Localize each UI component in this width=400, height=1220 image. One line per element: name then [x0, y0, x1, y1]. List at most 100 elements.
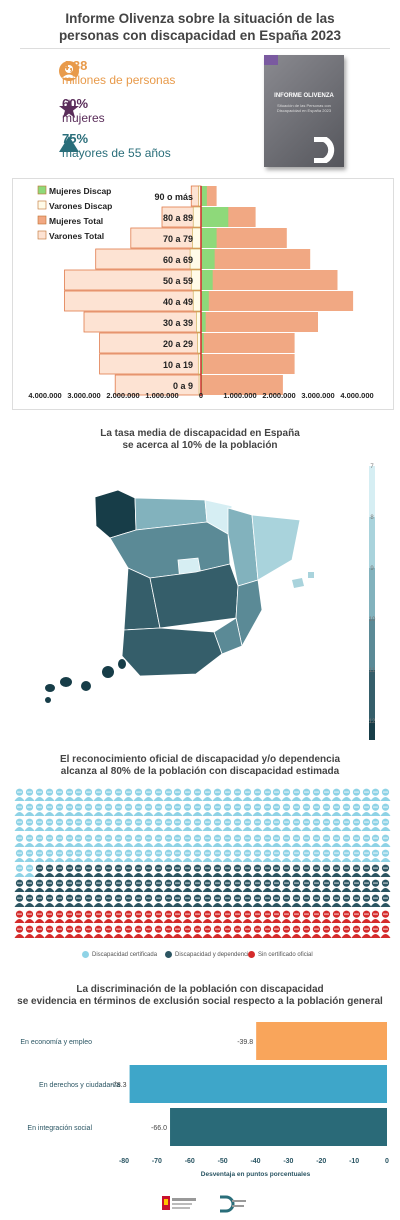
person-no-cert-icon: [271, 925, 282, 938]
person-no-cert-icon: [202, 910, 213, 923]
person-no-cert-icon: [380, 910, 391, 923]
bar-mujeres-total: [201, 228, 287, 248]
person-dependency-icon: [192, 879, 203, 893]
person-certified-icon: [321, 818, 332, 832]
person-dependency-icon: [341, 894, 352, 908]
person-no-cert-icon: [202, 925, 213, 938]
person-dependency-icon: [291, 864, 302, 877]
stat-over55-value: 75%: [62, 131, 89, 146]
person-no-cert-icon: [301, 910, 312, 923]
age-label: 60 a 69: [163, 255, 193, 265]
legend-certified-swatch: [82, 951, 89, 958]
person-certified-icon: [252, 834, 263, 847]
person-dependency-icon: [271, 879, 282, 893]
person-certified-icon: [83, 834, 94, 847]
person-certified-icon: [361, 834, 371, 847]
legend-no-cert-swatch: [248, 951, 255, 958]
person-dependency-icon: [123, 864, 134, 877]
person-certified-icon: [24, 849, 35, 862]
person-dependency-icon: [202, 864, 213, 877]
person-certified-icon: [212, 834, 223, 847]
bar-x-tick: -40: [250, 1158, 260, 1165]
person-certified-icon: [370, 834, 381, 847]
person-certified-icon: [341, 803, 352, 817]
bar-mujeres-discap: [201, 228, 217, 248]
person-certified-icon: [153, 788, 164, 801]
pyramid-x-tick: 3.000.000: [67, 391, 100, 400]
person-certified-icon: [143, 803, 154, 817]
person-certified-icon: [44, 849, 55, 862]
bar-mujeres-total: [201, 354, 295, 374]
report-cover-corner: [264, 55, 278, 65]
map-color-scale: 7 8 9 10 11 12: [369, 464, 376, 740]
person-certified-icon: [192, 834, 203, 847]
person-certified-icon: [242, 849, 253, 862]
person-no-cert-icon: [351, 925, 362, 938]
person-no-cert-icon: [361, 910, 371, 923]
person-no-cert-icon: [192, 925, 203, 938]
person-no-cert-icon: [262, 925, 272, 938]
person-dependency-icon: [34, 864, 45, 877]
person-no-cert-icon: [242, 925, 253, 938]
person-certified-icon: [103, 803, 114, 817]
person-dependency-icon: [93, 894, 104, 908]
age-label: 20 a 29: [163, 339, 193, 349]
bar-x-tick: -30: [283, 1158, 293, 1165]
person-certified-icon: [222, 834, 233, 847]
person-dependency-icon: [212, 894, 223, 908]
person-dependency-icon: [321, 864, 332, 877]
age-label: 90 o más: [154, 192, 193, 202]
person-dependency-icon: [83, 894, 94, 908]
star-icon: [59, 99, 79, 118]
person-dependency-icon: [242, 864, 253, 877]
person-certified-icon: [153, 834, 164, 847]
person-no-cert-icon: [64, 925, 74, 938]
person-certified-icon: [262, 788, 272, 801]
person-certified-icon: [252, 818, 263, 832]
exclusion-bar: [256, 1022, 387, 1060]
pyramid-legend-swatch: [37, 200, 47, 210]
person-no-cert-icon: [143, 910, 154, 923]
person-certified-icon: [380, 834, 391, 847]
person-dependency-icon: [192, 864, 203, 877]
person-no-cert-icon: [281, 925, 292, 938]
waffle-chart: [14, 788, 391, 940]
person-certified-icon: [321, 834, 332, 847]
person-dependency-icon: [321, 879, 332, 893]
person-certified-icon: [73, 834, 84, 847]
person-certified-icon: [182, 834, 193, 847]
person-dependency-icon: [143, 894, 154, 908]
map-scale-tick: 11: [369, 668, 376, 674]
person-no-cert-icon: [172, 925, 183, 938]
person-no-cert-icon: [153, 910, 164, 923]
person-certified-icon: [311, 788, 322, 801]
person-dependency-icon: [271, 894, 282, 908]
person-certified-icon: [123, 788, 134, 801]
person-certified-icon: [380, 788, 391, 801]
person-dependency-icon: [232, 879, 243, 893]
person-certified-icon: [64, 818, 74, 832]
person-no-cert-icon: [232, 910, 243, 923]
person-no-cert-icon: [271, 910, 282, 923]
person-certified-icon: [14, 788, 25, 801]
person-dependency-icon: [321, 894, 332, 908]
person-no-cert-icon: [163, 910, 173, 923]
bar-value-label: -66.0: [151, 1125, 167, 1132]
person-certified-icon: [153, 849, 164, 862]
bar-mujeres-total: [201, 270, 338, 290]
person-certified-icon: [44, 788, 55, 801]
person-dependency-icon: [113, 879, 124, 893]
person-certified-icon: [281, 788, 292, 801]
person-icon: [59, 61, 79, 81]
person-no-cert-icon: [113, 910, 124, 923]
person-certified-icon: [93, 788, 104, 801]
person-certified-icon: [192, 803, 203, 817]
person-certified-icon: [212, 803, 223, 817]
person-certified-icon: [212, 788, 223, 801]
person-dependency-icon: [331, 864, 342, 877]
observatory-logo-icon: [220, 1195, 235, 1213]
person-no-cert-icon: [232, 925, 243, 938]
person-dependency-icon: [182, 864, 193, 877]
person-dependency-icon: [232, 894, 243, 908]
triangle-icon: [59, 136, 79, 152]
